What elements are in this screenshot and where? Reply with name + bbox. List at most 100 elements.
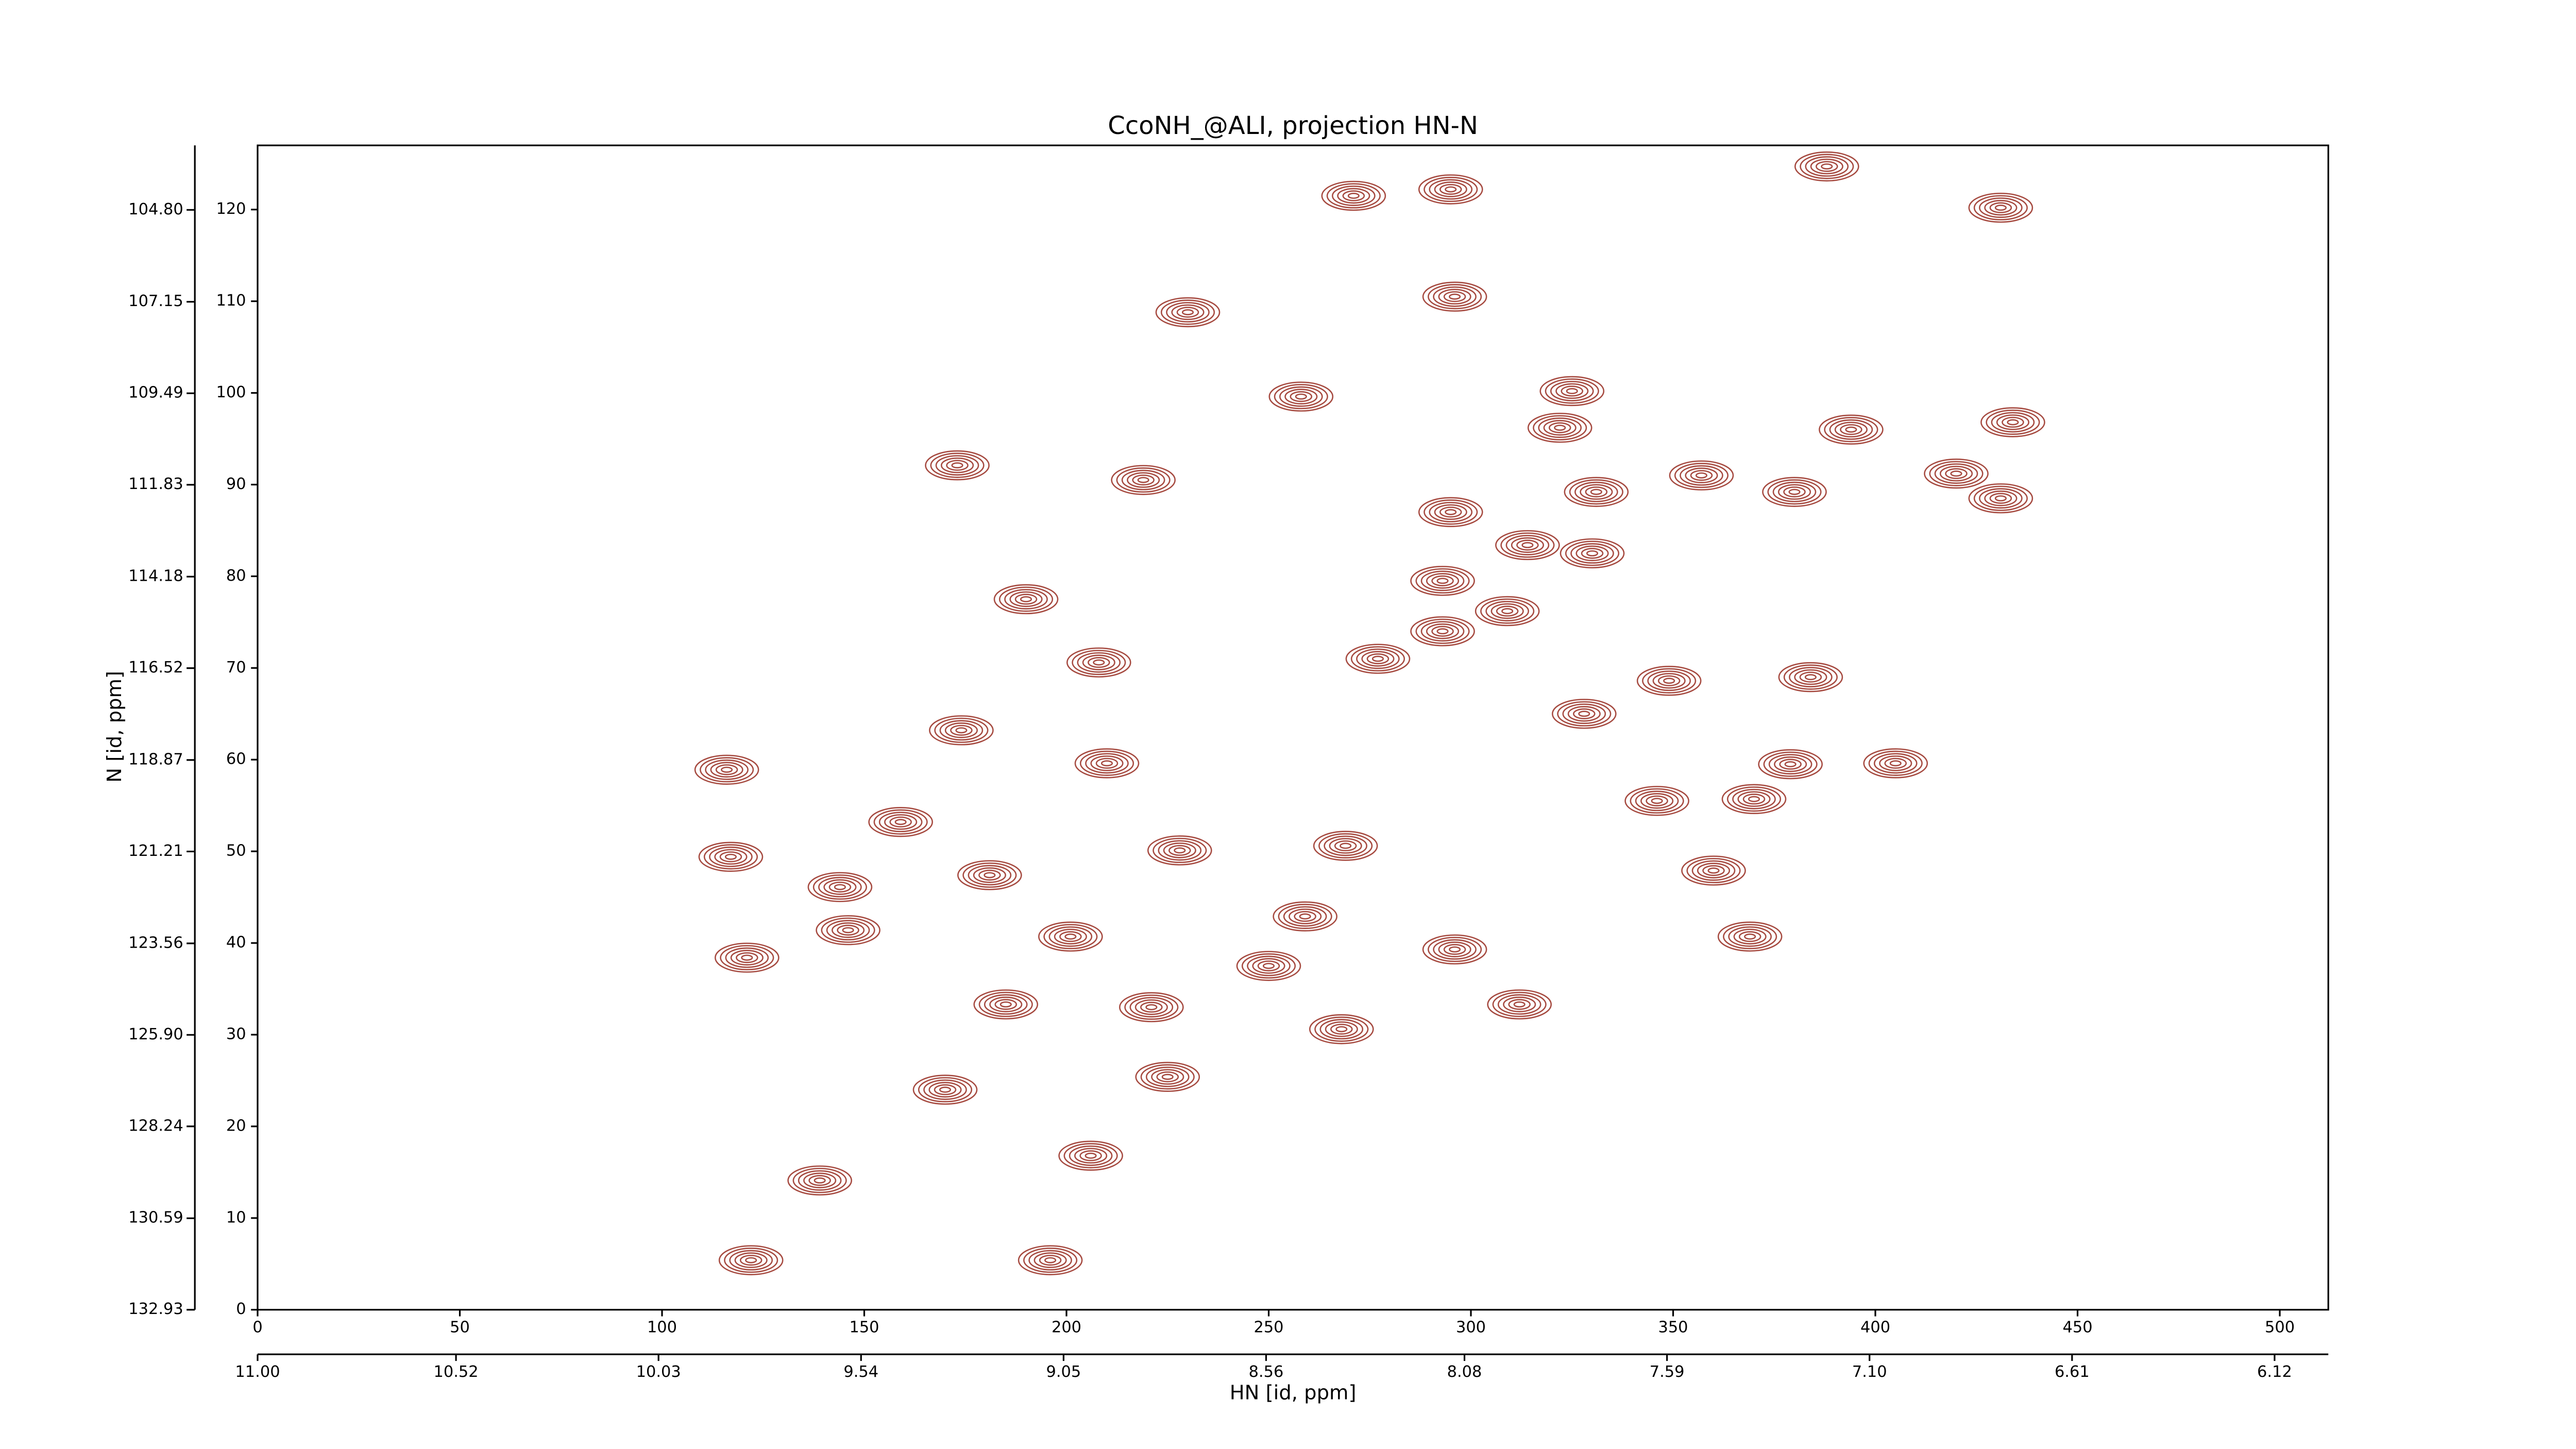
- contour-ring: [1834, 422, 1868, 437]
- contour-ring: [1043, 924, 1098, 950]
- y-tick-label: 120: [216, 200, 246, 218]
- contour-ring: [1707, 867, 1720, 874]
- peak: [1111, 465, 1176, 495]
- contour-ring: [1433, 286, 1477, 307]
- contour-ring: [1642, 668, 1697, 694]
- contour-ring: [1565, 541, 1620, 566]
- contour-ring: [721, 766, 733, 773]
- contour-ring: [1121, 469, 1165, 491]
- contour-ring: [1555, 383, 1589, 399]
- contour-ring: [1721, 784, 1787, 814]
- contour-ring: [828, 881, 852, 893]
- contour-ring: [1490, 603, 1524, 619]
- contour-ring: [1924, 458, 1989, 489]
- contour-ring: [1554, 425, 1566, 431]
- contour-ring: [1539, 376, 1605, 407]
- contour-ring: [939, 720, 984, 741]
- contour-ring: [1340, 843, 1352, 849]
- x2-tick-label: 10.03: [636, 1363, 681, 1381]
- peak: [1762, 477, 1827, 507]
- contour-ring: [1422, 934, 1487, 965]
- contour-ring: [1325, 1021, 1358, 1037]
- contour-ring: [1044, 1257, 1057, 1263]
- contour-ring: [1420, 570, 1465, 592]
- contour-ring: [1153, 837, 1207, 863]
- contour-ring: [1590, 488, 1602, 495]
- contour-ring: [1748, 796, 1760, 802]
- contour-ring: [1171, 304, 1205, 321]
- contour-ring: [934, 717, 989, 743]
- peak: [1539, 376, 1605, 407]
- contour-ring: [1564, 477, 1629, 507]
- contour-ring: [1079, 750, 1134, 776]
- contour-ring: [1551, 699, 1617, 729]
- contour-ring: [1505, 534, 1550, 555]
- contour-ring: [1449, 293, 1461, 300]
- contour-ring: [1973, 195, 2028, 221]
- contour-ring: [1777, 484, 1811, 500]
- peak: [1119, 992, 1184, 1022]
- contour-ring: [1783, 664, 1838, 690]
- contour-ring: [1085, 753, 1129, 774]
- peak: [1273, 901, 1337, 932]
- contour-ring: [1624, 786, 1689, 816]
- y-axis-label: N [id, ppm]: [103, 671, 126, 783]
- contour-ring: [1268, 381, 1334, 412]
- y-tick-label: 0: [236, 1300, 246, 1318]
- contour-ring: [1082, 654, 1115, 670]
- contour-ring: [868, 807, 933, 837]
- contour-ring: [1294, 911, 1316, 922]
- contour-ring: [1023, 1248, 1078, 1273]
- x-tick-label: 450: [2062, 1318, 2092, 1336]
- contour-ring: [1789, 667, 1833, 687]
- y-tick-label: 80: [226, 567, 246, 585]
- contour-ring: [1072, 650, 1126, 676]
- peak: [1721, 784, 1787, 814]
- contour-ring: [1651, 798, 1663, 804]
- peak: [816, 915, 880, 946]
- x2-tick-label: 9.54: [843, 1363, 878, 1381]
- contour-ring: [1124, 995, 1179, 1020]
- contour-ring: [1738, 931, 1761, 942]
- peak: [1980, 407, 2045, 437]
- contour-ring: [1431, 626, 1454, 637]
- contour-ring: [1647, 670, 1691, 692]
- contour-ring: [1156, 1071, 1179, 1083]
- contour-ring: [2007, 419, 2019, 426]
- peak: [694, 754, 759, 785]
- contour-ring: [944, 722, 978, 738]
- contour-ring: [1863, 748, 1928, 779]
- contour-ring: [1744, 933, 1756, 940]
- contour-ring: [720, 945, 774, 971]
- contour-ring: [1324, 835, 1367, 856]
- contour-ring: [1945, 468, 1968, 479]
- contour-ring: [1069, 1145, 1113, 1166]
- contour-ring: [1422, 281, 1487, 312]
- y-tick-label: 20: [226, 1117, 246, 1135]
- peak: [993, 584, 1059, 615]
- contour-ring: [1994, 495, 2007, 502]
- y-tick-label: 90: [226, 475, 246, 493]
- contour-ring: [1158, 840, 1202, 861]
- contour-ring: [1717, 921, 1783, 952]
- contour-ring: [1020, 596, 1032, 602]
- contour-ring: [1329, 838, 1362, 854]
- contour-ring: [1574, 481, 1618, 502]
- x2-tick-label: 8.08: [1447, 1363, 1482, 1381]
- contour-ring: [918, 1077, 973, 1103]
- contour-ring: [1429, 501, 1473, 523]
- contour-ring: [705, 759, 749, 780]
- contour-ring: [1356, 648, 1400, 669]
- contour-ring: [1669, 460, 1734, 491]
- contour-ring: [1762, 477, 1827, 507]
- contour-ring: [1994, 205, 2007, 211]
- peak: [1236, 951, 1301, 981]
- contour-ring: [1652, 672, 1686, 689]
- contour-ring: [1347, 193, 1360, 199]
- contour-ring: [999, 1001, 1012, 1008]
- contour-ring: [1132, 474, 1155, 486]
- contour-ring: [1845, 426, 1857, 433]
- contour-ring: [1492, 991, 1547, 1017]
- contour-ring: [1732, 788, 1776, 810]
